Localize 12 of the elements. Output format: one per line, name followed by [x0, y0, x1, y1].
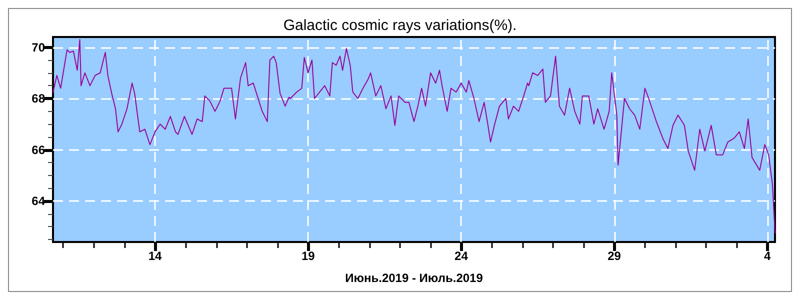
x-tick-label: 4	[764, 249, 772, 263]
line-series	[52, 39, 776, 234]
y-tick-label: 70	[32, 40, 46, 54]
x-tick-label: 19	[301, 249, 316, 263]
x-axis-title: Июнь.2019 - Июль.2019	[345, 271, 484, 285]
y-tick-label: 64	[32, 194, 46, 208]
x-tick-label: 14	[148, 249, 162, 263]
y-tick-label: 68	[32, 92, 46, 106]
x-tick-label: 24	[454, 249, 468, 263]
chart-title: Galactic cosmic rays variations(%).	[283, 17, 517, 34]
x-tick-label: 29	[608, 249, 622, 263]
y-tick-label: 66	[32, 142, 46, 157]
